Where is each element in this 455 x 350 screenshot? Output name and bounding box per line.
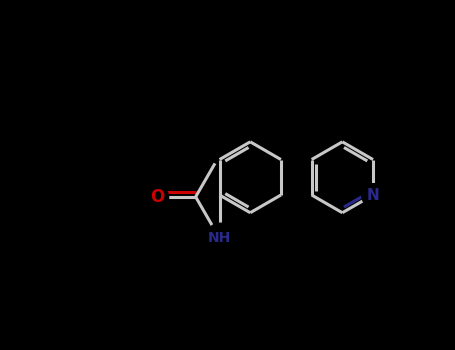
Text: O: O [150, 188, 164, 206]
Text: NH: NH [208, 231, 231, 245]
Text: N: N [367, 188, 379, 203]
